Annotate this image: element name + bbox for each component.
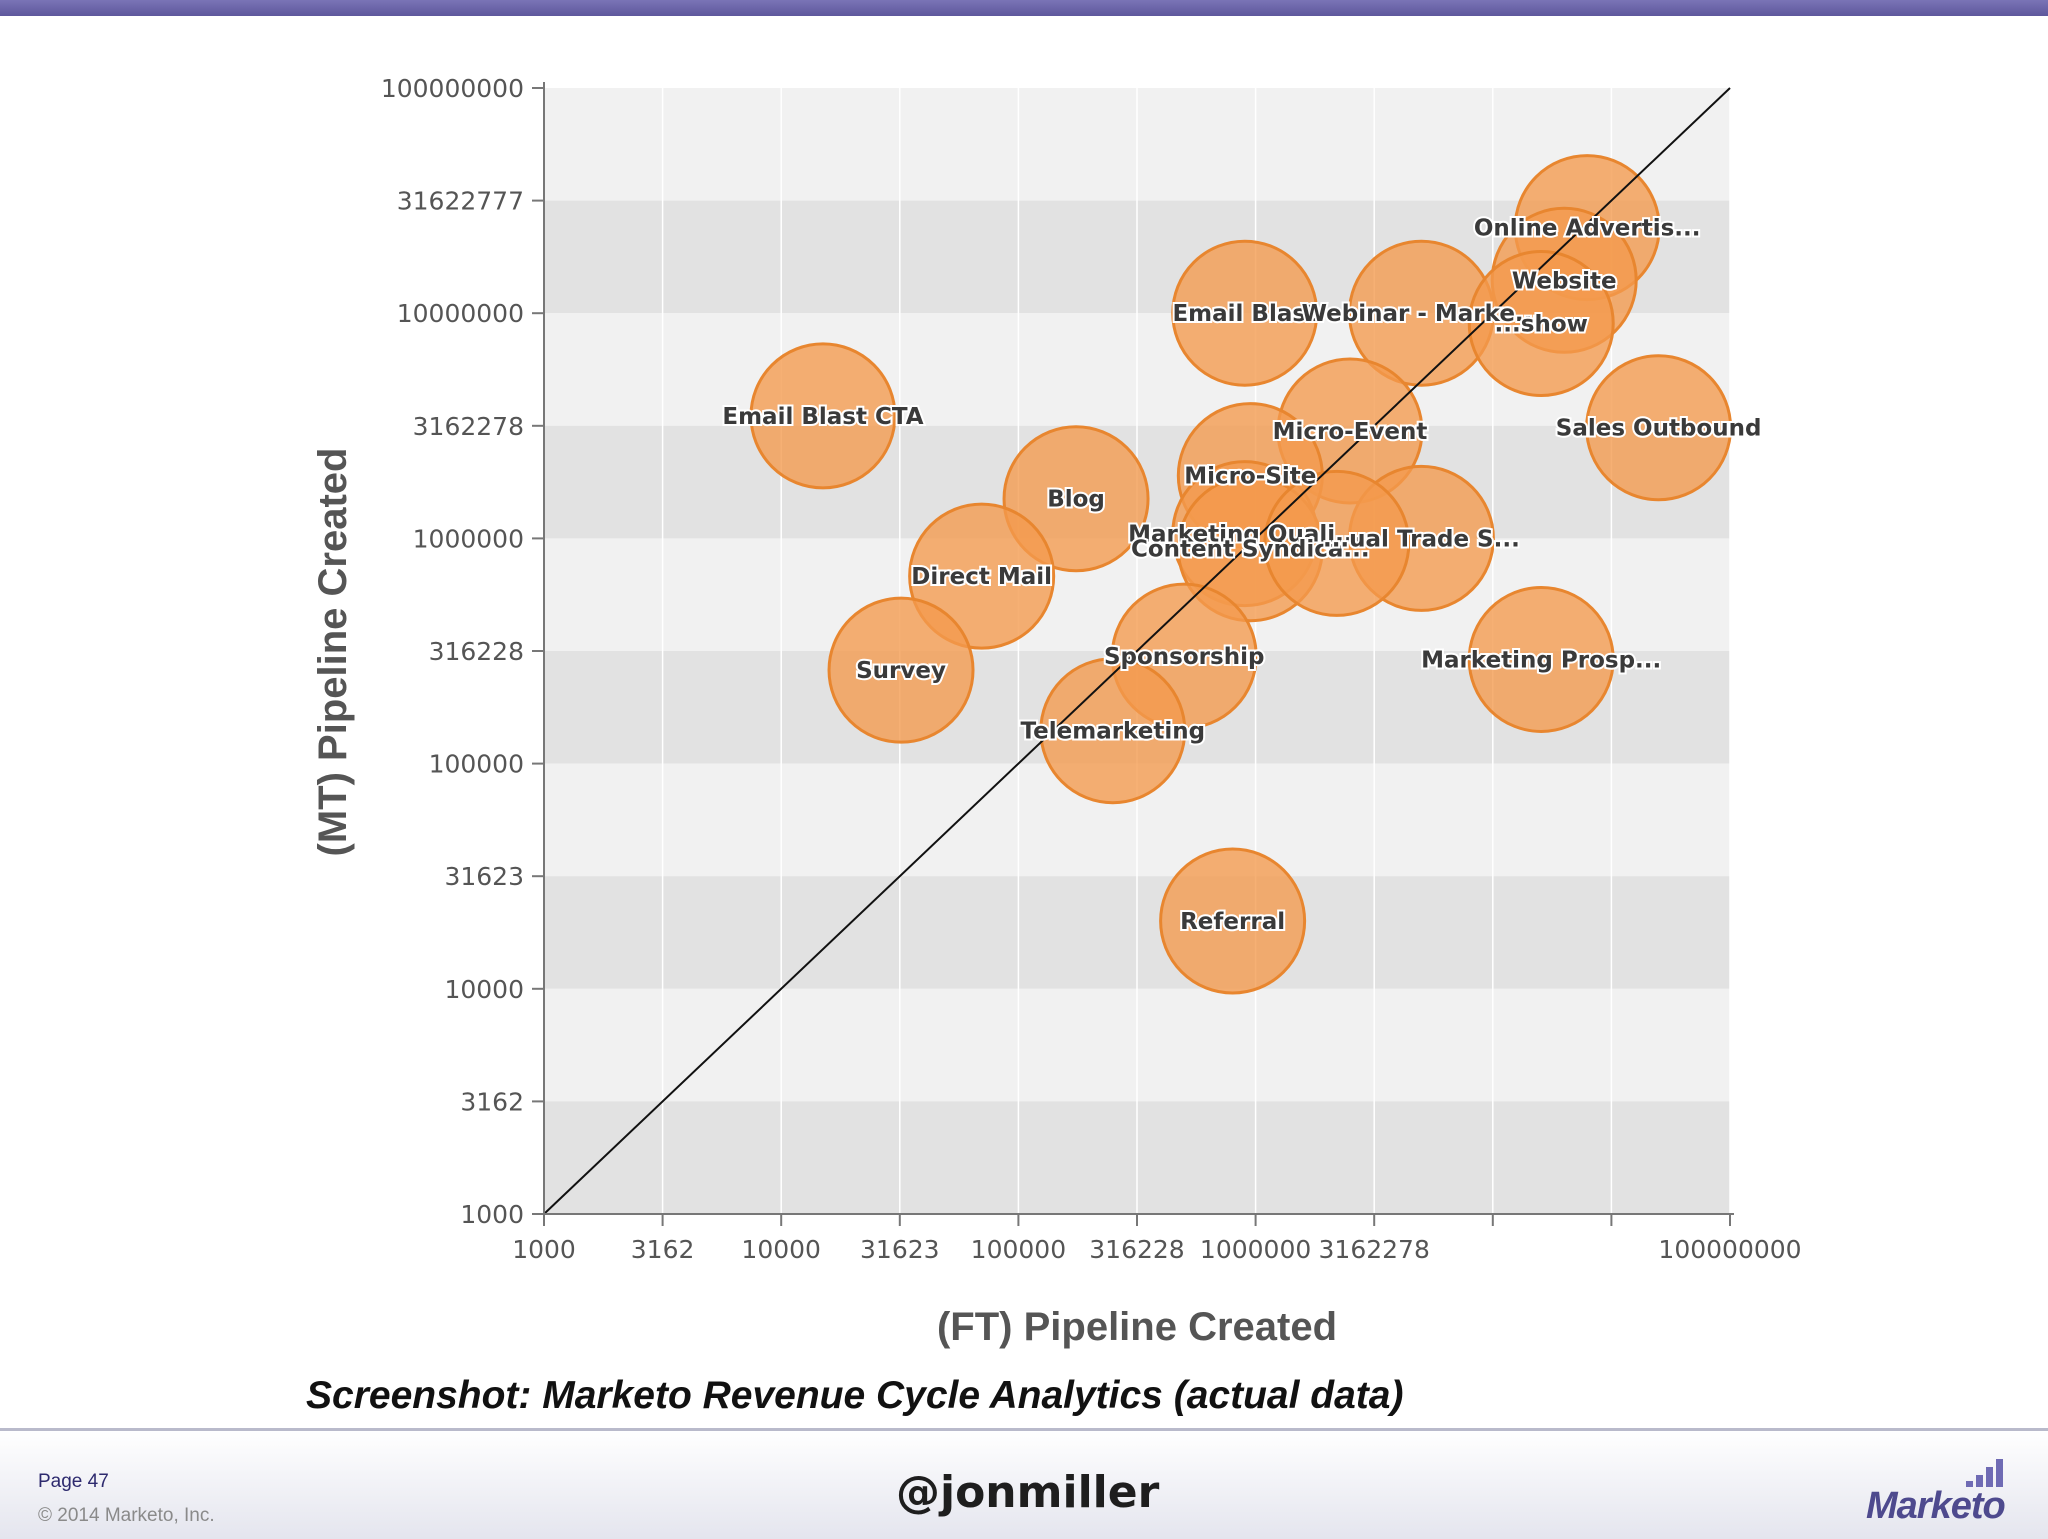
bubble-label: Online Advertis... — [1474, 216, 1701, 242]
x-tick-label: 10000 — [741, 1235, 821, 1264]
bubble — [1467, 250, 1615, 398]
y-axis-title: (MT) Pipeline Created — [311, 448, 355, 857]
bubble-label: Website — [1512, 268, 1617, 294]
bubble-label: Micro-Event — [1273, 419, 1428, 445]
bubble-label: Marketing Quali... — [1128, 522, 1361, 548]
y-tick-label: 1000 — [460, 1200, 524, 1229]
y-tick-label: 316228 — [429, 637, 524, 666]
bubble — [1263, 469, 1411, 617]
y-tick-label: 31622777 — [397, 187, 524, 216]
bubble-label: Blog — [1047, 487, 1105, 513]
bubble — [1467, 585, 1615, 733]
x-tick-label: 3162278 — [1319, 1235, 1430, 1264]
bubble-label: ...ual Trade S... — [1323, 526, 1520, 552]
x-tick-label: 100000 — [971, 1235, 1066, 1264]
slide-caption: Screenshot: Marketo Revenue Cycle Analyt… — [306, 1374, 1404, 1417]
bubble-label: Marketing Prosp... — [1421, 647, 1661, 673]
reference-line — [543, 87, 1731, 1215]
bubble-label: Sales Outbound — [1556, 416, 1762, 442]
bubble-label: Email Blast CTA — [722, 404, 923, 430]
bubble — [1159, 847, 1307, 995]
y-tick-label: 10000000 — [397, 299, 524, 328]
bubble-label: Direct Mail — [911, 564, 1052, 590]
logo-bars-icon — [1966, 1451, 2012, 1487]
bubble — [827, 596, 975, 744]
bubble-label: Telemarketing — [1021, 719, 1206, 745]
bubble-label: Content Syndica... — [1131, 537, 1370, 563]
bubble-label: ...show — [1495, 312, 1588, 338]
bubble — [1039, 657, 1187, 805]
copyright-text: © 2014 Marketo, Inc. — [38, 1505, 215, 1526]
bubble — [1585, 354, 1733, 502]
y-tick-label: 3162 — [460, 1087, 524, 1116]
twitter-handle: @jonmiller — [896, 1467, 1160, 1518]
y-tick-label: 1000000 — [413, 524, 524, 553]
bubble — [1171, 239, 1319, 387]
x-tick-label: 100000000 — [1658, 1235, 1801, 1264]
x-tick-label: 1000000 — [1200, 1235, 1311, 1264]
top-accent-bar — [0, 0, 2048, 16]
slide-footer: Page 47 © 2014 Marketo, Inc. @jonmiller … — [0, 1428, 2048, 1539]
page-number: Page 47 — [38, 1471, 109, 1492]
bubble-label: Sponsorship — [1104, 644, 1264, 670]
x-axis-title: (FT) Pipeline Created — [937, 1305, 1337, 1349]
bubble-label: Referral — [1180, 909, 1285, 935]
y-tick-label: 10000 — [444, 975, 524, 1004]
bubble — [749, 342, 897, 490]
bubble-label: Survey — [856, 658, 946, 684]
marketo-logo: Marketo — [1866, 1451, 2016, 1531]
bubble-label: Webinar - Marke... — [1302, 301, 1542, 327]
y-tick-label: 3162278 — [413, 412, 524, 441]
y-tick-label: 31623 — [444, 862, 524, 891]
y-tick-label: 100000000 — [381, 74, 524, 103]
x-tick-label: 31623 — [860, 1235, 940, 1264]
bubble-label: Email Blast — [1172, 301, 1317, 327]
bubble-chart: Email Blast CTA Email Blast Online Adverti… — [311, 74, 1802, 1349]
logo-wordmark: Marketo — [1866, 1485, 2006, 1527]
x-tick-label: 1000 — [512, 1235, 576, 1264]
x-tick-label: 316228 — [1089, 1235, 1184, 1264]
x-tick-label: 3162 — [631, 1235, 695, 1264]
bubble-label: Micro-Site — [1184, 464, 1316, 490]
y-tick-label: 100000 — [429, 750, 524, 779]
